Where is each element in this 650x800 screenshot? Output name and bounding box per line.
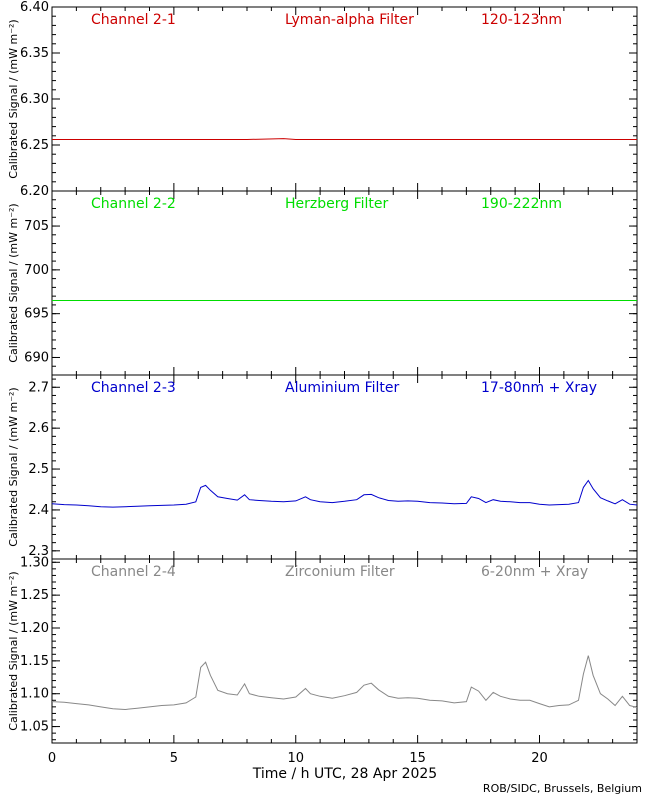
filter-title: Herzberg Filter: [285, 196, 389, 212]
x-tick-label: 15: [409, 751, 426, 766]
y-tick-label: 6.40: [20, 0, 49, 15]
x-tick-label: 10: [287, 751, 304, 766]
wavelength-title: 6-20nm + Xray: [481, 564, 588, 580]
chart-panels: 6.20 6.25 6.30 6.35 6.40 Channel 2-1 Lyman-alp…: [7, 0, 638, 744]
y-axis-label: Calibrated Signal / (mW m⁻²): [7, 203, 20, 362]
y-tick-label: 1.15: [20, 654, 49, 669]
y-tick-label: 1.30: [20, 555, 49, 570]
panel-frame: [51, 6, 638, 192]
x-axis: 0 5 10 15 20: [48, 751, 548, 766]
wavelength-title: 120-123nm: [481, 12, 562, 28]
y-tick-label: 2.5: [28, 462, 49, 477]
x-tick-label: 0: [48, 751, 56, 766]
series-line-channel-3: [51, 479, 638, 508]
x-tick-label: 5: [170, 751, 178, 766]
series-line-channel-4: [51, 655, 638, 711]
panel-1: 6.20 6.25 6.30 6.35 6.40 Channel 2-1 Lyman-alp…: [7, 0, 638, 199]
y-tick-label: 2.7: [28, 380, 49, 395]
panel-frame: [51, 190, 638, 376]
y-axis-label: Calibrated Signal / (mW m⁻²): [7, 387, 20, 546]
x-tick-label: 20: [531, 751, 548, 766]
y-tick-label: 705: [24, 219, 49, 234]
y-tick-label: 1.25: [20, 588, 49, 603]
y-axis-label: Calibrated Signal / (mW m⁻²): [7, 19, 20, 178]
y-tick-label: 2.4: [28, 503, 49, 518]
panel-4: 1.05 1.10 1.15 1.20 1.25 1.30 Channel 2-4 Zirco…: [7, 555, 638, 744]
channel-title: Channel 2-4: [91, 564, 176, 580]
y-tick-label: 1.20: [20, 621, 49, 636]
y-tick-label: 1.10: [20, 687, 49, 702]
panel-frame: [51, 374, 638, 560]
panel-frame: [51, 558, 638, 744]
channel-title: Channel 2-3: [91, 380, 176, 396]
y-tick-label: 690: [24, 350, 49, 365]
panel-3: 2.3 2.4 2.5 2.6 2.7 Channel 2-3 Aluminium Filt…: [7, 374, 638, 560]
wavelength-title: 17-80nm + Xray: [481, 380, 597, 396]
y-tick-label: 695: [24, 307, 49, 322]
y-tick-label: 1.05: [20, 720, 49, 735]
wavelength-title: 190-222nm: [481, 196, 562, 212]
y-tick-label: 2.6: [28, 421, 49, 436]
credit-text: ROB/SIDC, Brussels, Belgium: [483, 782, 642, 795]
y-tick-label: 6.25: [20, 138, 49, 153]
filter-title: Aluminium Filter: [285, 380, 400, 396]
y-tick-label: 6.30: [20, 92, 49, 107]
y-tick-label: 700: [24, 263, 49, 278]
filter-title: Zirconium Filter: [285, 564, 395, 580]
y-tick-label: 6.35: [20, 46, 49, 61]
y-tick-label: 6.20: [20, 184, 49, 199]
series-line-channel-1: [52, 138, 637, 140]
y-axis-label: Calibrated Signal / (mW m⁻²): [7, 571, 20, 730]
x-axis-label: Time / h UTC, 28 Apr 2025: [252, 766, 437, 782]
panel-2: 690 695 700 705 Channel 2-2 Herzberg Filter 19…: [7, 190, 638, 376]
y-tick-label: 2.3: [28, 544, 49, 559]
filter-title: Lyman-alpha Filter: [285, 12, 414, 28]
channel-title: Channel 2-1: [91, 12, 176, 28]
channel-title: Channel 2-2: [91, 196, 176, 212]
